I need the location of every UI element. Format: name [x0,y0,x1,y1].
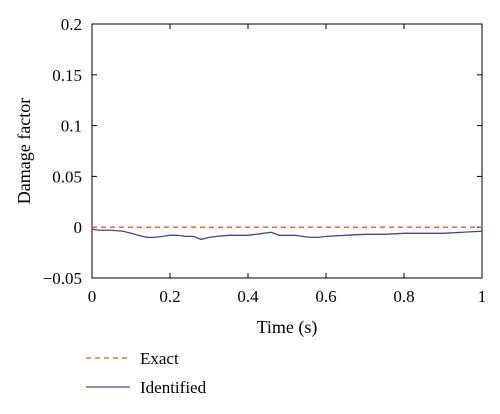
plot-area [91,23,483,279]
y-axis-label: Damage factor [14,98,34,204]
y-tick-label: 0.15 [52,66,82,85]
y-tick-label: 0.05 [52,167,82,186]
y-tick-label: 0.2 [61,15,82,34]
x-tick-label: 0.2 [159,287,180,306]
x-tick-label: 0.8 [393,287,414,306]
x-tick-label: 0 [88,287,97,306]
legend-label-exact: Exact [140,349,179,368]
axis-ticks: 0 0.2 0.4 0.6 0.8 1 −0.05 0 0.05 0.1 0.15 0.2 [43,15,487,306]
x-tick-label: 0.6 [315,287,336,306]
legend: Exact Identified [86,349,207,397]
y-tick-label: 0.1 [61,117,82,136]
x-tick-label: 1 [478,287,487,306]
y-tick-label: −0.05 [43,269,82,288]
x-axis-label: Time (s) [257,317,318,338]
y-tick-label: 0 [74,218,83,237]
x-tick-label: 0.4 [237,287,259,306]
series-line-identified [91,228,483,241]
series-layer [91,226,483,241]
legend-label-identified: Identified [140,378,207,397]
